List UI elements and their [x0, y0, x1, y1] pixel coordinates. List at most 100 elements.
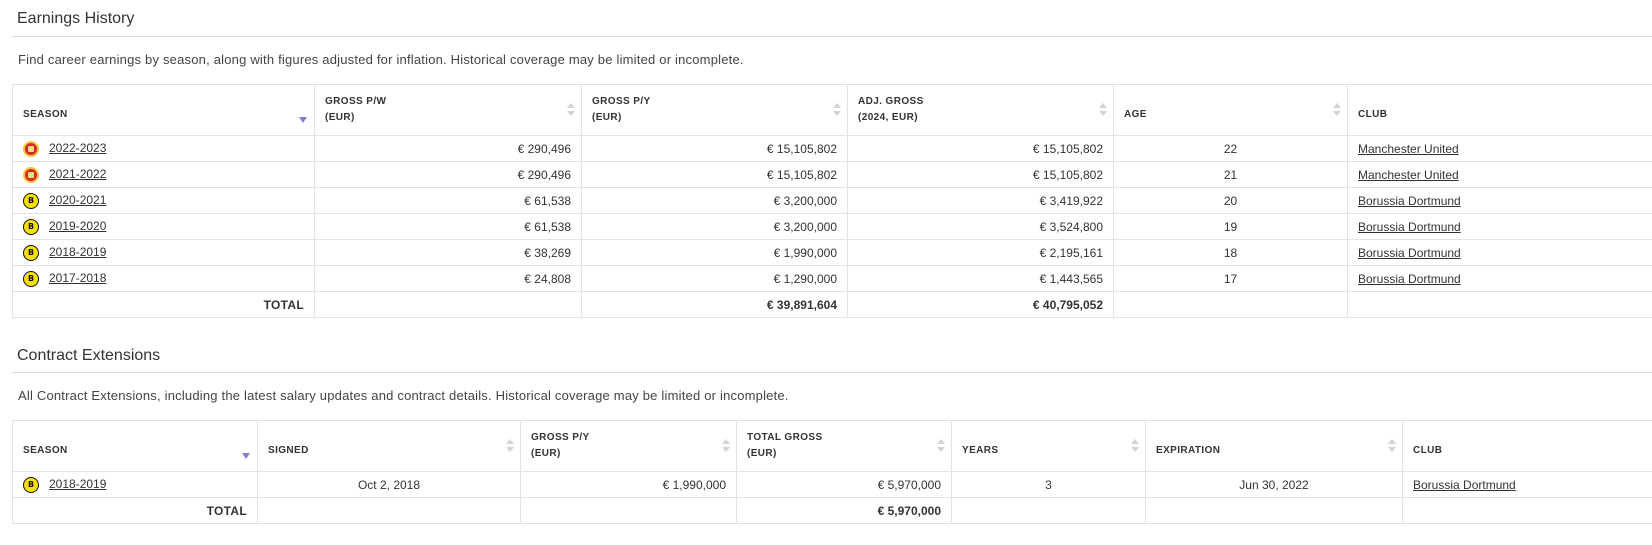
- col-header-adj-gross-label: ADJ. GROSS: [858, 96, 924, 107]
- total-gross-py-cell: [520, 497, 737, 524]
- col-header-gross-py[interactable]: GROSS P/Y (EUR): [581, 84, 848, 136]
- total-signed-cell: [257, 497, 521, 524]
- sort-icon: [1131, 439, 1139, 455]
- expiration-cell: Jun 30, 2022: [1145, 471, 1403, 498]
- age-cell: 21: [1113, 161, 1348, 188]
- table-row: 2021-2022 € 290,496 € 15,105,802 € 15,10…: [12, 161, 1652, 188]
- earnings-history-title: Earnings History: [17, 10, 135, 27]
- total-label: TOTAL: [12, 291, 315, 318]
- col-header-season[interactable]: SEASON: [12, 420, 258, 472]
- club-link[interactable]: Borussia Dortmund: [1358, 193, 1461, 208]
- sort-icon: [1388, 439, 1396, 455]
- club-link[interactable]: Borussia Dortmund: [1358, 245, 1461, 260]
- col-header-total-gross-label: TOTAL GROSS: [747, 432, 823, 443]
- col-header-age-label: AGE: [1124, 109, 1147, 120]
- col-header-gross-py-label: GROSS P/Y: [531, 432, 590, 443]
- col-header-gross-pw[interactable]: GROSS P/W (EUR): [314, 84, 582, 136]
- total-total-gross: € 5,970,000: [736, 497, 952, 524]
- sort-icon: [722, 439, 730, 455]
- season-link[interactable]: 2018-2019: [49, 476, 107, 491]
- borussia-dortmund-logo-icon: [23, 476, 39, 493]
- total-adj-gross: € 40,795,052: [847, 291, 1114, 318]
- season-cell: 2021-2022: [12, 161, 315, 188]
- earnings-description: Find career earnings by season, along wi…: [18, 52, 744, 67]
- season-cell: 2018-2019: [12, 471, 258, 498]
- club-cell: Borussia Dortmund: [1347, 213, 1652, 240]
- col-header-club-label: CLUB: [1358, 109, 1388, 120]
- col-header-club[interactable]: CLUB: [1347, 84, 1652, 136]
- col-header-expiration[interactable]: EXPIRATION: [1145, 420, 1403, 472]
- total-row: TOTAL € 39,891,604 € 40,795,052: [12, 291, 1652, 318]
- gross-py-cell: € 1,990,000: [581, 239, 848, 266]
- signed-cell: Oct 2, 2018: [257, 471, 521, 498]
- gross-pw-cell: € 290,496: [314, 135, 582, 162]
- total-age-cell: [1113, 291, 1348, 318]
- col-header-gross-py[interactable]: GROSS P/Y (EUR): [520, 420, 737, 472]
- season-link[interactable]: 2019-2020: [49, 218, 107, 233]
- age-cell: 18: [1113, 239, 1348, 266]
- table-row: 2019-2020 € 61,538 € 3,200,000 € 3,524,8…: [12, 213, 1652, 240]
- season-link[interactable]: 2018-2019: [49, 244, 107, 259]
- extensions-divider: [12, 372, 1652, 373]
- col-header-total-gross-unit: (EUR): [747, 448, 777, 459]
- total-club-cell: [1402, 497, 1652, 524]
- sort-icon: [1099, 103, 1107, 119]
- season-link[interactable]: 2020-2021: [49, 192, 107, 207]
- adj-gross-cell: € 3,524,800: [847, 213, 1114, 240]
- club-cell: Borussia Dortmund: [1347, 187, 1652, 214]
- contract-extensions-title: Contract Extensions: [17, 347, 161, 364]
- season-link[interactable]: 2022-2023: [49, 140, 107, 155]
- col-header-season-label: SEASON: [23, 445, 68, 456]
- sort-icon: [567, 103, 575, 119]
- gross-pw-cell: € 61,538: [314, 187, 582, 214]
- total-club-cell: [1347, 291, 1652, 318]
- club-link[interactable]: Borussia Dortmund: [1358, 271, 1461, 286]
- total-years-cell: [951, 497, 1146, 524]
- age-cell: 20: [1113, 187, 1348, 214]
- col-header-total-gross[interactable]: TOTAL GROSS (EUR): [736, 420, 952, 472]
- season-link[interactable]: 2017-2018: [49, 270, 107, 285]
- adj-gross-cell: € 1,443,565: [847, 265, 1114, 292]
- sort-icon: [506, 439, 514, 455]
- sort-icon: [1333, 103, 1341, 119]
- season-link[interactable]: 2021-2022: [49, 166, 107, 181]
- col-header-club-label: CLUB: [1413, 445, 1443, 456]
- season-cell: 2017-2018: [12, 265, 315, 292]
- gross-py-cell: € 1,990,000: [520, 471, 737, 498]
- col-header-club[interactable]: CLUB: [1402, 420, 1652, 472]
- total-gross-py: € 39,891,604: [581, 291, 848, 318]
- table-row: 2020-2021 € 61,538 € 3,200,000 € 3,419,9…: [12, 187, 1652, 214]
- col-header-gross-pw-label: GROSS P/W: [325, 96, 387, 107]
- sort-desc-icon: [299, 117, 307, 123]
- borussia-dortmund-logo-icon: [23, 218, 39, 235]
- club-link[interactable]: Manchester United: [1358, 167, 1459, 182]
- total-label: TOTAL: [12, 497, 258, 524]
- col-header-adj-gross[interactable]: ADJ. GROSS (2024, EUR): [847, 84, 1114, 136]
- earnings-table: SEASON GROSS P/W (EUR) GROSS P/Y (EUR) ADJ…: [12, 84, 1652, 318]
- table-row: 2018-2019 Oct 2, 2018 € 1,990,000 € 5,97…: [12, 471, 1652, 498]
- col-header-season[interactable]: SEASON: [12, 84, 315, 136]
- season-cell: 2019-2020: [12, 213, 315, 240]
- gross-py-cell: € 1,290,000: [581, 265, 848, 292]
- club-cell: Borussia Dortmund: [1402, 471, 1652, 498]
- col-header-expiration-label: EXPIRATION: [1156, 445, 1221, 456]
- col-header-years-label: YEARS: [962, 445, 999, 456]
- club-link[interactable]: Borussia Dortmund: [1413, 477, 1516, 492]
- age-cell: 22: [1113, 135, 1348, 162]
- adj-gross-cell: € 3,419,922: [847, 187, 1114, 214]
- col-header-gross-py-label: GROSS P/Y: [592, 96, 651, 107]
- age-cell: 19: [1113, 213, 1348, 240]
- club-link[interactable]: Borussia Dortmund: [1358, 219, 1461, 234]
- col-header-age[interactable]: AGE: [1113, 84, 1348, 136]
- total-row: TOTAL € 5,970,000: [12, 497, 1652, 524]
- total-expiration-cell: [1145, 497, 1403, 524]
- season-cell: 2020-2021: [12, 187, 315, 214]
- gross-py-cell: € 3,200,000: [581, 213, 848, 240]
- sort-icon: [937, 439, 945, 455]
- years-cell: 3: [951, 471, 1146, 498]
- col-header-gross-py-unit: (EUR): [531, 448, 561, 459]
- col-header-signed[interactable]: SIGNED: [257, 420, 521, 472]
- manchester-united-logo-icon: [23, 166, 39, 183]
- club-link[interactable]: Manchester United: [1358, 141, 1459, 156]
- col-header-years[interactable]: YEARS: [951, 420, 1146, 472]
